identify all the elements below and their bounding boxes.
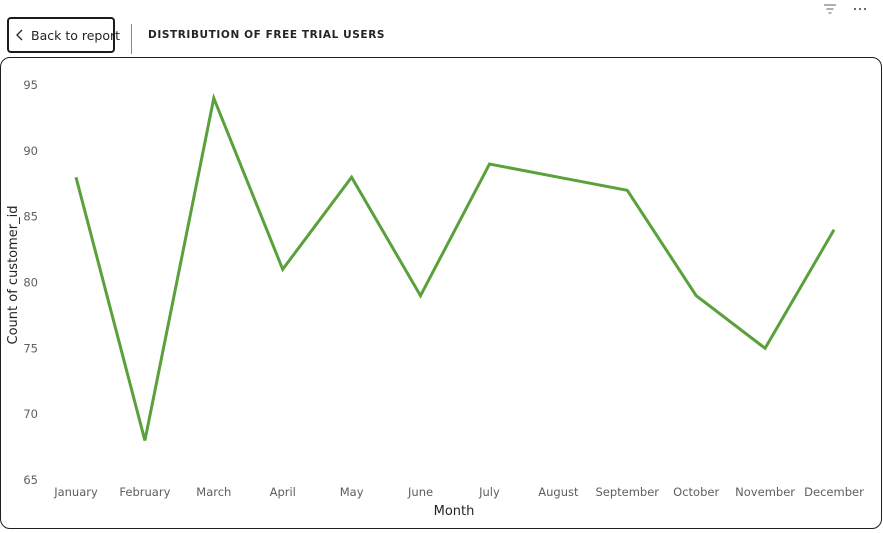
series-line[interactable] — [74, 92, 836, 441]
x-tick-label: May — [340, 485, 364, 499]
data-point[interactable] — [691, 291, 701, 301]
header-divider — [131, 24, 132, 54]
x-tick-label: August — [538, 485, 579, 499]
y-tick-label: 70 — [23, 407, 38, 421]
data-point[interactable] — [416, 291, 426, 301]
data-point[interactable] — [278, 264, 288, 274]
x-tick-label: March — [196, 485, 231, 499]
more-options-icon[interactable] — [851, 2, 869, 16]
x-tick-label: December — [804, 485, 864, 499]
y-tick-label: 85 — [23, 210, 38, 224]
data-point[interactable] — [622, 185, 632, 195]
series-group — [71, 92, 839, 446]
data-point[interactable] — [760, 343, 770, 353]
data-point[interactable] — [829, 225, 839, 235]
x-tick-label: July — [478, 485, 500, 499]
x-tick-label: June — [407, 485, 433, 499]
back-to-report-button[interactable]: Back to report — [7, 17, 120, 53]
filter-icon[interactable] — [821, 2, 839, 16]
back-button-label: Back to report — [31, 27, 121, 43]
data-point[interactable] — [209, 93, 219, 103]
data-point[interactable] — [71, 172, 81, 182]
y-tick-label: 95 — [23, 78, 38, 92]
y-tick-label: 90 — [23, 144, 38, 158]
y-tick-label: 75 — [23, 341, 38, 355]
chart-card — [0, 57, 882, 529]
data-point[interactable] — [553, 172, 563, 182]
y-tick-label: 65 — [23, 473, 38, 487]
data-point[interactable] — [347, 172, 357, 182]
x-tick-label: January — [53, 485, 98, 499]
y-axis-title: Count of customer_id — [6, 206, 21, 345]
data-point[interactable] — [484, 159, 494, 169]
chevron-left-icon — [15, 28, 25, 42]
x-axis-title: Month — [434, 504, 475, 519]
data-point[interactable] — [140, 436, 150, 446]
x-tick-label: October — [673, 485, 719, 499]
x-tick-label: November — [735, 485, 795, 499]
line-chart: 95 90 85 80 75 70 65 January February March April… — [6, 78, 864, 519]
visual-header: Back to report DISTRIBUTION OF FREE TRIA… — [0, 0, 883, 58]
x-tick-label: April — [270, 485, 296, 499]
x-tick-label: September — [595, 485, 659, 499]
x-axis: January February March April May June July Augu… — [53, 485, 864, 499]
page-title: DISTRIBUTION OF FREE TRIAL USERS — [148, 29, 386, 41]
x-tick-label: February — [119, 485, 170, 499]
y-axis: 95 90 85 80 75 70 65 — [23, 78, 38, 487]
visual-toolbar — [821, 2, 869, 16]
y-tick-label: 80 — [23, 276, 38, 290]
